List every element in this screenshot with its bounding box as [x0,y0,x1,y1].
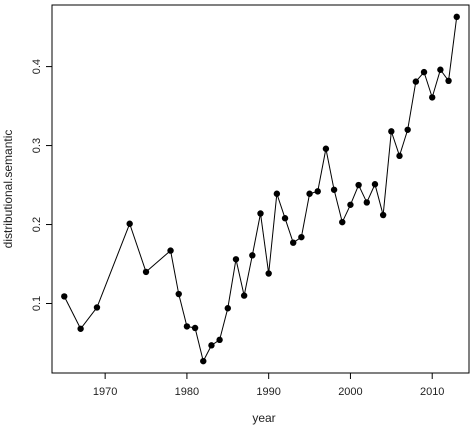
data-point [379,211,387,219]
series-line-segment [251,213,261,256]
data-point [191,324,199,332]
data-point [290,239,297,246]
data-point [339,218,346,226]
y-axis-title: distributional.semantic [1,130,15,249]
data-point [265,270,272,277]
series-line-segment [194,327,204,362]
series-line-segment [448,16,458,81]
plot-frame [51,4,470,374]
data-point [93,304,101,311]
series-line-segment [178,293,188,327]
data-point [273,190,281,197]
data-point [298,233,305,241]
series-line-segment [358,184,368,203]
series-line-segment [317,148,327,192]
data-point [363,199,370,206]
series-line-segment [129,223,147,273]
series-line-segment [349,184,360,205]
series-line-segment [374,184,384,216]
series-line-segment [399,129,409,156]
y-axis: 0.1 0.2 0.3 0.4 [31,59,52,311]
series-line-segment [219,308,229,340]
series-line-segment [268,193,278,274]
data-point [437,66,444,73]
data-point [216,336,223,344]
data-point [224,305,231,312]
x-tick-label: 1990 [256,386,280,398]
data-point [142,268,150,276]
series-line-segment [80,307,98,330]
y-tick-label: 0.4 [31,59,43,74]
y-tick-label: 0.3 [31,138,43,153]
series-line-segment [260,213,270,274]
y-tick-label: 0.2 [31,217,43,232]
data-point [445,77,452,85]
series-line-segment [145,250,171,273]
data-point [396,152,403,160]
series-line-segment [276,193,286,219]
data-point [371,181,379,188]
data-point [330,186,338,193]
data-point [420,68,428,76]
x-axis-title: year [252,411,275,425]
data-point [281,215,289,222]
data-point [306,190,313,197]
series-line-segment [341,204,351,223]
data-point [175,290,182,298]
series-line-segment [96,223,131,308]
data-point [77,325,84,332]
data-point [232,256,240,263]
x-axis: 1970 1980 1990 2000 2010 [93,373,444,398]
x-tick-label: 1980 [175,386,199,398]
data-point [388,128,395,135]
x-tick-label: 2000 [338,386,362,398]
x-tick-label: 2010 [420,386,444,398]
data-point [314,188,321,195]
series-line-segment [170,250,180,295]
series-line-segment [333,189,343,223]
data-point [61,293,68,300]
data-point [355,181,362,189]
series-line-segment [382,131,392,216]
data-point [347,201,354,208]
series-line-segment [423,71,433,98]
series-line-segment [235,259,245,296]
data-series [61,13,460,365]
series-line-segment [431,69,441,98]
data-point [412,78,420,85]
data-point [322,145,330,152]
data-point [257,210,264,217]
series-line-segment [300,193,311,238]
data-point [126,220,133,227]
series-line-segment [243,255,253,296]
series-line-segment [227,259,237,309]
data-point [183,323,191,330]
series-line-segment [284,218,294,243]
data-point [208,342,215,349]
series-line-segment [366,184,376,203]
data-point [249,252,256,259]
data-point [404,126,411,133]
x-tick-label: 1970 [93,386,117,398]
data-point [167,247,174,254]
data-point [453,13,460,21]
data-point [429,94,436,101]
series-line-segment [390,131,400,156]
y-tick-label: 0.1 [31,296,43,311]
data-point [240,292,248,299]
series-line-segment [325,148,335,190]
series-line-segment [407,81,417,130]
series-line-segment [63,296,82,330]
data-point [200,357,207,365]
